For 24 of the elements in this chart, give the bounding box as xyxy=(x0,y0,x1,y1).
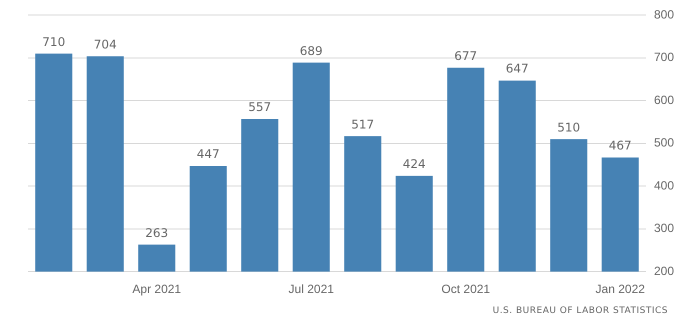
data-label: 710 xyxy=(42,34,66,49)
y-tick-label: 600 xyxy=(654,92,674,107)
x-tick-label: Jul 2021 xyxy=(288,282,334,296)
data-label: 424 xyxy=(402,157,426,171)
y-tick-label: 400 xyxy=(654,178,674,192)
y-tick-label: 800 xyxy=(654,8,674,22)
x-tick-label: Jan 2022 xyxy=(596,282,646,296)
data-label: 263 xyxy=(145,226,168,240)
text: U.S. BUREAU OF LABOR STATISTICS xyxy=(492,306,668,316)
y-tick-label: 700 xyxy=(654,50,674,64)
data-label: 677 xyxy=(454,48,478,63)
data-label: 704 xyxy=(94,37,117,52)
x-tick-label: Oct 2021 xyxy=(441,282,490,296)
data-label: 510 xyxy=(557,120,580,134)
data-label: 517 xyxy=(351,117,374,132)
data-label: 467 xyxy=(608,138,632,153)
y-tick-label: 200 xyxy=(654,264,674,278)
data-label: 557 xyxy=(248,100,272,114)
x-tick-label: Apr 2021 xyxy=(132,282,182,296)
data-label: 447 xyxy=(196,147,220,162)
data-label: 647 xyxy=(506,62,529,76)
y-tick-label: 300 xyxy=(654,221,674,236)
y-tick-label: 500 xyxy=(654,136,674,150)
data-label: 689 xyxy=(300,44,323,58)
